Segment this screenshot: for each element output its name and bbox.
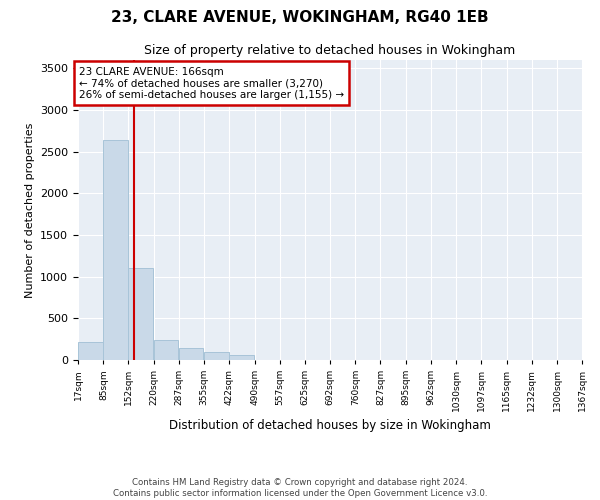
Text: Contains HM Land Registry data © Crown copyright and database right 2024.
Contai: Contains HM Land Registry data © Crown c…: [113, 478, 487, 498]
Bar: [103, 140, 128, 360]
Y-axis label: Number of detached properties: Number of detached properties: [25, 122, 35, 298]
Text: 23 CLARE AVENUE: 166sqm
← 74% of detached houses are smaller (3,270)
26% of semi: 23 CLARE AVENUE: 166sqm ← 74% of detache…: [79, 66, 344, 100]
X-axis label: Distribution of detached houses by size in Wokingham: Distribution of detached houses by size …: [169, 420, 491, 432]
Bar: [229, 354, 254, 360]
Bar: [78, 342, 103, 360]
Bar: [154, 340, 178, 360]
Bar: [179, 348, 203, 360]
Title: Size of property relative to detached houses in Wokingham: Size of property relative to detached ho…: [145, 44, 515, 58]
Bar: [128, 268, 153, 360]
Bar: [204, 352, 229, 360]
Text: 23, CLARE AVENUE, WOKINGHAM, RG40 1EB: 23, CLARE AVENUE, WOKINGHAM, RG40 1EB: [111, 10, 489, 25]
